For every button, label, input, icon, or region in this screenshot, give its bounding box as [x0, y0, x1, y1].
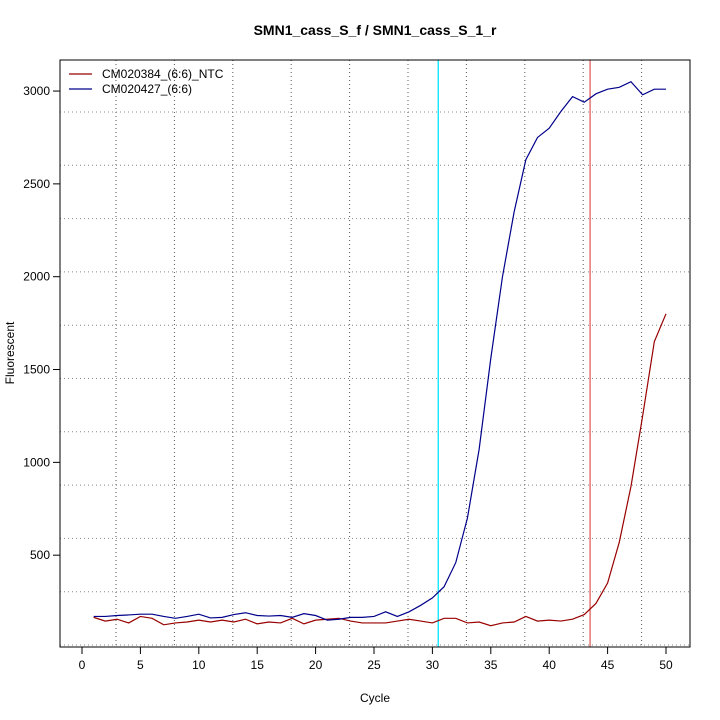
y-axis-label: Fluorescent [3, 321, 17, 384]
x-tick-label: 5 [137, 658, 144, 672]
series-line [93, 313, 667, 627]
x-tick-label: 10 [192, 658, 206, 672]
series-lines [93, 81, 667, 627]
x-axis-label: Cycle [360, 691, 390, 705]
series-line [93, 81, 666, 621]
threshold-lines [437, 60, 591, 647]
x-tick-label: 0 [79, 658, 86, 672]
y-axis: 500 1000 1500 2000 2500 3000 [23, 84, 60, 562]
y-tick-label: 3000 [23, 84, 50, 98]
y-tick-label: 1000 [23, 455, 50, 469]
legend-label: CM020384_(6:6)_NTC [102, 67, 224, 81]
y-tick-label: 500 [30, 548, 50, 562]
grid [60, 60, 690, 647]
y-tick-label: 2000 [23, 270, 50, 284]
x-axis: 0 5 10 15 20 25 30 35 40 45 50 [79, 647, 673, 672]
x-tick-label: 30 [426, 658, 440, 672]
x-tick-label: 50 [659, 658, 673, 672]
plot-frame [59, 59, 691, 648]
chart-title: SMN1_cass_S_f / SMN1_cass_S_1_r [254, 22, 497, 38]
x-tick-label: 15 [251, 658, 265, 672]
x-tick-label: 40 [543, 658, 557, 672]
x-tick-label: 35 [484, 658, 498, 672]
x-tick-label: 45 [601, 658, 615, 672]
y-tick-label: 2500 [23, 177, 50, 191]
x-tick-label: 25 [367, 658, 381, 672]
legend-label: CM020427_(6:6) [102, 82, 192, 96]
y-tick-label: 1500 [23, 363, 50, 377]
x-tick-label: 20 [309, 658, 323, 672]
